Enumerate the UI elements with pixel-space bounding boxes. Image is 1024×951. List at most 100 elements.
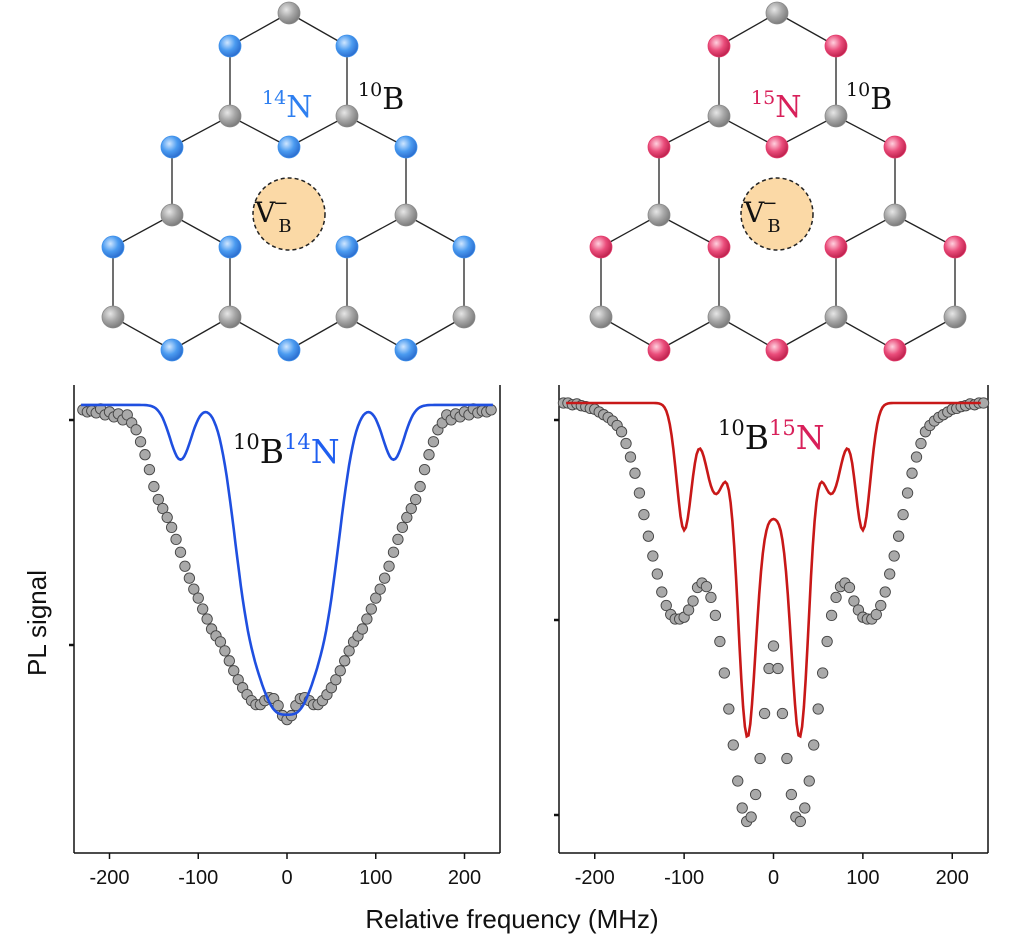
- boron-label-right: 10B: [846, 79, 892, 117]
- nitrogen-atom: [394, 338, 418, 362]
- nitrogen-atom: [335, 34, 359, 58]
- nitrogen-atom: [824, 235, 848, 259]
- fit-line: [81, 403, 493, 716]
- nitrogen-atom: [218, 235, 242, 259]
- boron-atom: [765, 1, 789, 25]
- data-point: [356, 623, 369, 635]
- x-tick-label: -100: [664, 867, 704, 889]
- data-point: [732, 775, 744, 787]
- nitrogen-atom: [707, 235, 731, 259]
- data-point: [781, 752, 793, 765]
- data-point: [405, 502, 417, 515]
- boron-atom: [335, 305, 359, 329]
- panel-label-left: 10B14N: [233, 430, 340, 471]
- data-point: [170, 533, 182, 545]
- x-axis-label: Relative frequency (MHz): [365, 904, 658, 934]
- nitrogen-atom: [765, 135, 789, 159]
- nitrogen-label-left: 14N: [262, 87, 312, 125]
- data-point: [848, 595, 860, 607]
- data-point: [736, 802, 748, 814]
- boron-label-left: 10B: [358, 79, 404, 117]
- nitrogen-atom: [824, 34, 848, 58]
- data-point: [870, 608, 882, 621]
- data-point: [910, 451, 923, 463]
- data-point: [383, 560, 395, 572]
- data-point: [875, 599, 887, 612]
- data-point: [682, 604, 695, 616]
- fit-line: [566, 401, 981, 739]
- nitrogen-atom: [160, 338, 184, 362]
- nitrogen-atom: [394, 135, 418, 159]
- data-point: [365, 603, 377, 615]
- data-point: [884, 568, 896, 580]
- data-point: [161, 511, 173, 524]
- data-point: [897, 508, 909, 521]
- data-point: [785, 788, 798, 801]
- boron-atom: [277, 1, 301, 25]
- data-point: [228, 665, 240, 677]
- data-point: [705, 591, 717, 604]
- boron-atom: [218, 104, 242, 128]
- data-point: [629, 467, 641, 479]
- data-point: [803, 775, 815, 787]
- chart-right: -200 -100 0 100 200: [554, 385, 990, 889]
- lattice-left: [101, 1, 476, 362]
- data-point: [427, 436, 440, 448]
- data-point: [915, 437, 927, 450]
- data-point: [727, 739, 739, 751]
- data-point: [843, 581, 856, 594]
- data-point: [615, 426, 628, 438]
- data-point: [392, 533, 404, 545]
- nitrogen-atom: [101, 235, 125, 259]
- boron-atom: [824, 104, 848, 128]
- data-point: [387, 546, 400, 558]
- data-point: [401, 511, 413, 524]
- boron-atom: [824, 305, 848, 329]
- data-point: [396, 521, 409, 534]
- data-point: [423, 449, 435, 461]
- data-point: [343, 645, 355, 657]
- data-point: [148, 480, 160, 493]
- data-point: [197, 603, 209, 615]
- data-point: [414, 480, 426, 493]
- data-point: [157, 502, 169, 515]
- x-tick-label: 200: [936, 867, 969, 889]
- data-point: [410, 493, 422, 506]
- data-point: [754, 752, 766, 765]
- boron-atom: [452, 305, 476, 329]
- data-point: [830, 591, 842, 604]
- data-point: [888, 550, 900, 562]
- nitrogen-atom: [160, 135, 184, 159]
- nitrogen-atom: [883, 135, 907, 159]
- chart-left: -200 -100 0 100 200: [69, 385, 501, 889]
- data-point: [642, 530, 655, 542]
- data-point: [330, 674, 342, 686]
- data-point: [620, 437, 632, 450]
- nitrogen-atom: [883, 338, 907, 362]
- data-point: [374, 583, 386, 595]
- boron-atom: [707, 104, 731, 128]
- nitrogen-atom: [647, 338, 671, 362]
- boron-atom: [647, 203, 671, 227]
- data-point: [174, 546, 187, 558]
- boron-atom: [707, 305, 731, 329]
- nitrogen-atom: [943, 235, 967, 259]
- data-point: [223, 655, 235, 667]
- nitrogen-atom: [707, 34, 731, 58]
- boron-atom: [335, 104, 359, 128]
- data-point: [647, 550, 659, 562]
- x-tick-label: 100: [846, 867, 879, 889]
- nitrogen-label-right: 15N: [751, 87, 801, 125]
- data-point: [749, 788, 762, 801]
- y-axis-label: PL signal: [22, 570, 52, 676]
- boron-atom: [101, 305, 125, 329]
- data-point: [812, 703, 824, 715]
- data-point: [152, 493, 164, 506]
- data-point: [709, 609, 722, 622]
- x-tick-label: -100: [178, 867, 218, 889]
- data-point: [214, 636, 227, 648]
- data-point: [361, 613, 373, 625]
- data-point: [901, 487, 914, 499]
- data-point: [808, 739, 820, 751]
